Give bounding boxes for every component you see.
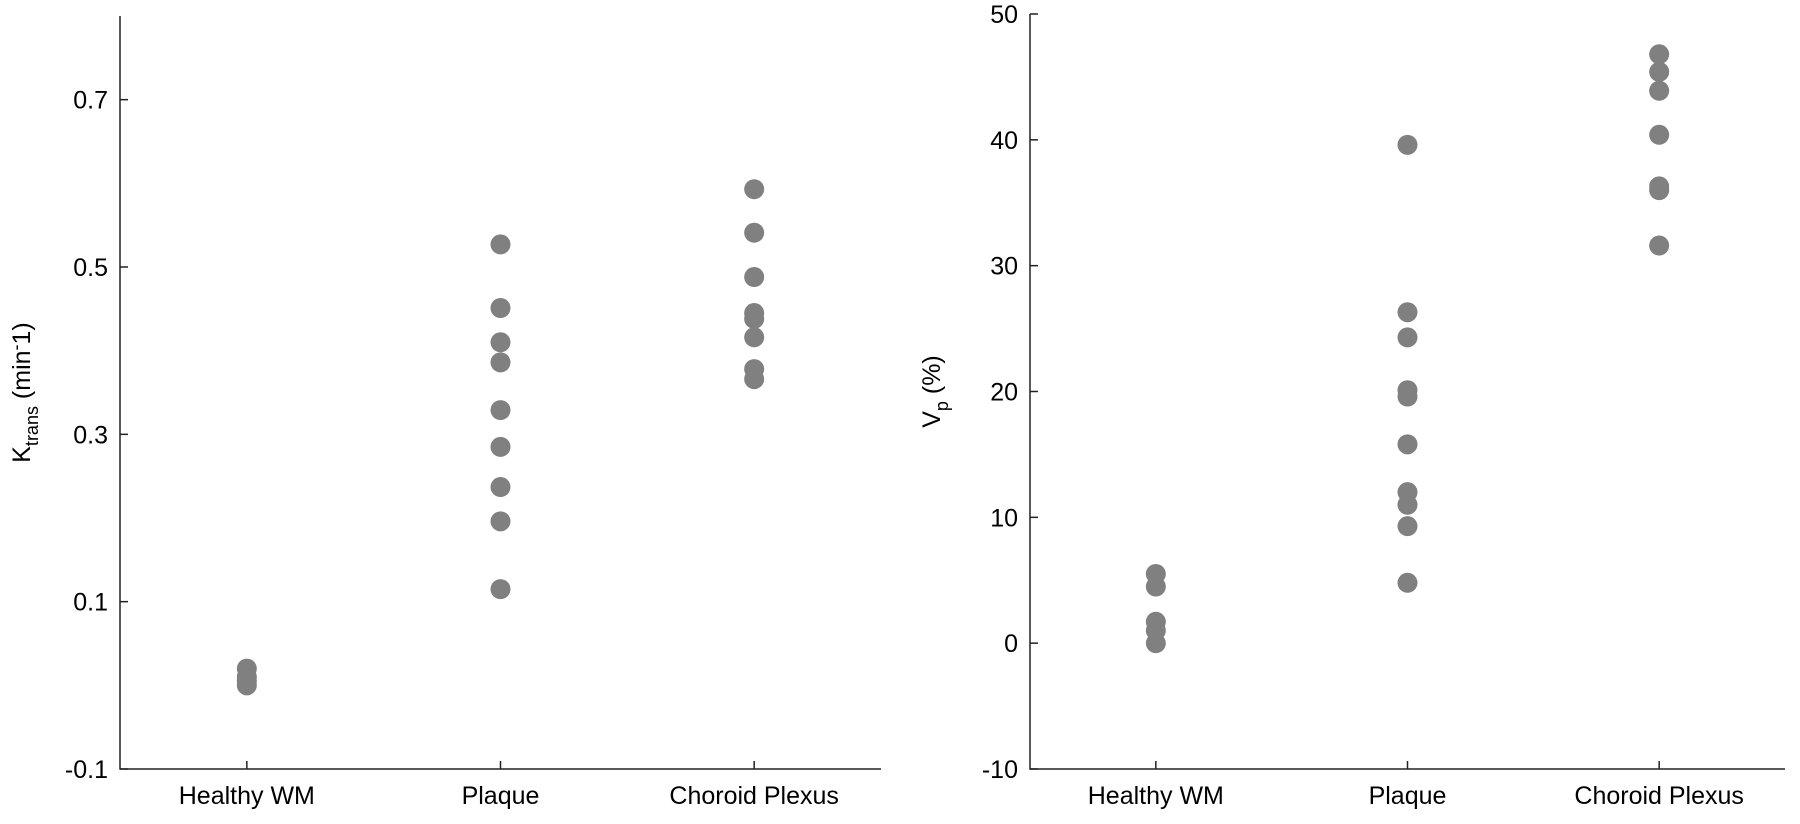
- axes: [119, 16, 881, 770]
- point: [1397, 516, 1418, 537]
- point: [1397, 302, 1418, 323]
- y-axis-label-part: -: [6, 344, 26, 350]
- point: [1397, 572, 1418, 593]
- point: [490, 436, 511, 457]
- point: [490, 511, 511, 532]
- y-tick-label: 10: [990, 504, 1018, 532]
- point: [744, 179, 765, 200]
- y-tick-label: 0.3: [73, 421, 108, 449]
- point: [1649, 61, 1670, 82]
- y-tick-label: 0: [1004, 630, 1018, 658]
- point: [236, 675, 257, 696]
- y-tick-label: 30: [990, 253, 1018, 281]
- y-axis-label-part: trans: [22, 406, 42, 446]
- x-tick-label: Healthy WM: [179, 782, 315, 810]
- point: [1145, 633, 1166, 654]
- point: [490, 234, 511, 255]
- plot: -0.1 0.1 0.3 0.5 0.7 Healthy WM Plaque Choroid …: [6, 16, 881, 810]
- point: [744, 308, 765, 329]
- point: [490, 477, 511, 498]
- point: [490, 579, 511, 600]
- point: [490, 332, 511, 353]
- x-tick-label: Plaque: [462, 782, 540, 810]
- point: [1397, 434, 1418, 455]
- point: [744, 369, 765, 390]
- y-tick-label: 40: [990, 127, 1018, 155]
- y-tick-label: 0.7: [73, 87, 108, 115]
- point: [744, 327, 765, 348]
- plot: -10 0 10 20 30 40 50 Healthy WM Plaque Choroid Pl…: [918, 1, 1785, 810]
- point: [490, 352, 511, 373]
- point: [1397, 134, 1418, 155]
- point: [1397, 386, 1418, 407]
- x-tick-label: Choroid Plexus: [1574, 782, 1744, 810]
- y-axis-label-part: p: [932, 401, 952, 411]
- y-tick-label: 20: [990, 379, 1018, 407]
- point: [744, 267, 765, 288]
- point: [490, 400, 511, 421]
- point: [1649, 235, 1670, 256]
- y-axis-label-part: (%): [918, 355, 946, 401]
- y-tick-label: -10: [982, 756, 1018, 784]
- point: [1145, 576, 1166, 597]
- x-tick-label: Plaque: [1369, 782, 1447, 810]
- x-tick-label: Healthy WM: [1088, 782, 1224, 810]
- point: [1649, 44, 1670, 65]
- point: [1649, 180, 1670, 201]
- point: [1649, 124, 1670, 145]
- point: [1649, 80, 1670, 101]
- x-tick-label: Choroid Plexus: [669, 782, 839, 810]
- point: [1397, 494, 1418, 515]
- y-axis-label-part: V: [918, 411, 946, 428]
- point: [1397, 327, 1418, 348]
- y-axis-label-part: (min: [8, 350, 36, 406]
- y-axis-label-part: K: [8, 446, 36, 463]
- y-tick-label: -0.1: [65, 756, 108, 784]
- y-axis-label-part: 1): [8, 322, 36, 344]
- point: [744, 222, 765, 243]
- y-axis-label: Ktrans (min-1): [6, 322, 42, 463]
- y-tick-label: 0.5: [73, 254, 108, 282]
- y-axis-label: Vp (%): [918, 355, 952, 428]
- y-tick-label: 50: [990, 1, 1018, 29]
- point: [490, 297, 511, 318]
- y-tick-label: 0.1: [73, 589, 108, 617]
